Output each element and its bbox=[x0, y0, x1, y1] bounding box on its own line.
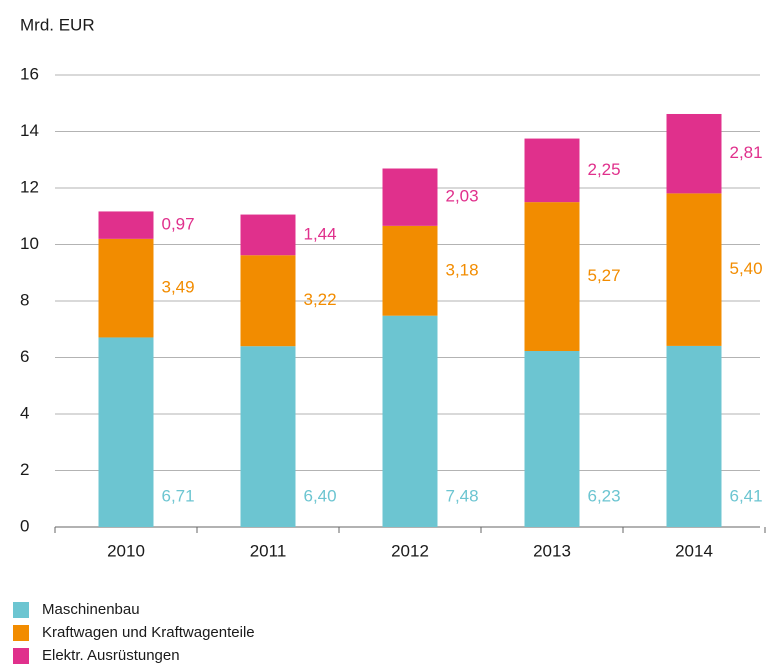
x-tick-label: 2010 bbox=[107, 541, 145, 560]
x-tick-label: 2012 bbox=[391, 541, 429, 560]
value-label: 2,81 bbox=[730, 143, 763, 162]
bar-segment bbox=[240, 346, 296, 527]
bar-segment bbox=[382, 225, 438, 316]
y-tick-label: 4 bbox=[20, 403, 29, 422]
bar-segment bbox=[524, 138, 580, 203]
value-label: 6,23 bbox=[588, 486, 621, 505]
bar-segment bbox=[382, 168, 438, 226]
x-tick-label: 2011 bbox=[250, 541, 287, 560]
bar-segment bbox=[240, 214, 296, 256]
value-label: 1,44 bbox=[304, 224, 337, 243]
legend-swatch bbox=[13, 648, 29, 664]
value-label: 6,41 bbox=[730, 486, 763, 505]
value-label: 6,40 bbox=[304, 486, 337, 505]
value-label: 3,18 bbox=[446, 260, 479, 279]
bar-segment bbox=[240, 255, 296, 347]
y-axis-label: Mrd. EUR bbox=[20, 15, 95, 34]
value-label: 2,25 bbox=[588, 160, 621, 179]
legend-label: Maschinenbau bbox=[42, 601, 140, 618]
bar-segment bbox=[666, 345, 722, 527]
bar-segment bbox=[98, 238, 154, 338]
bar-segment bbox=[524, 351, 580, 527]
legend-label: Kraftwagen und Kraftwagenteile bbox=[42, 624, 255, 641]
bar-segment bbox=[666, 113, 722, 194]
legend-label: Elektr. Ausrüstungen bbox=[42, 647, 180, 664]
bar-segment bbox=[524, 202, 580, 352]
y-tick-label: 16 bbox=[20, 64, 39, 83]
y-tick-label: 2 bbox=[20, 460, 29, 479]
y-tick-label: 14 bbox=[20, 121, 39, 140]
bar-segment bbox=[98, 211, 154, 239]
value-label: 3,22 bbox=[304, 290, 337, 309]
bar-segment bbox=[98, 337, 154, 527]
y-tick-label: 6 bbox=[20, 347, 29, 366]
value-label: 6,71 bbox=[162, 486, 195, 505]
value-label: 5,27 bbox=[588, 266, 621, 285]
value-label: 3,49 bbox=[162, 278, 195, 297]
x-tick-label: 2013 bbox=[533, 541, 571, 560]
y-tick-label: 12 bbox=[20, 177, 39, 196]
value-label: 0,97 bbox=[162, 215, 195, 234]
x-tick-label: 2014 bbox=[675, 541, 713, 560]
value-label: 2,03 bbox=[446, 187, 479, 206]
y-tick-label: 8 bbox=[20, 290, 29, 309]
bar-segment bbox=[666, 193, 722, 346]
legend-swatch bbox=[13, 625, 29, 641]
y-tick-label: 10 bbox=[20, 234, 39, 253]
y-tick-label: 0 bbox=[20, 516, 29, 535]
value-label: 5,40 bbox=[730, 259, 763, 278]
value-label: 7,48 bbox=[446, 486, 479, 505]
legend-swatch bbox=[13, 602, 29, 618]
bar-segment bbox=[382, 315, 438, 527]
